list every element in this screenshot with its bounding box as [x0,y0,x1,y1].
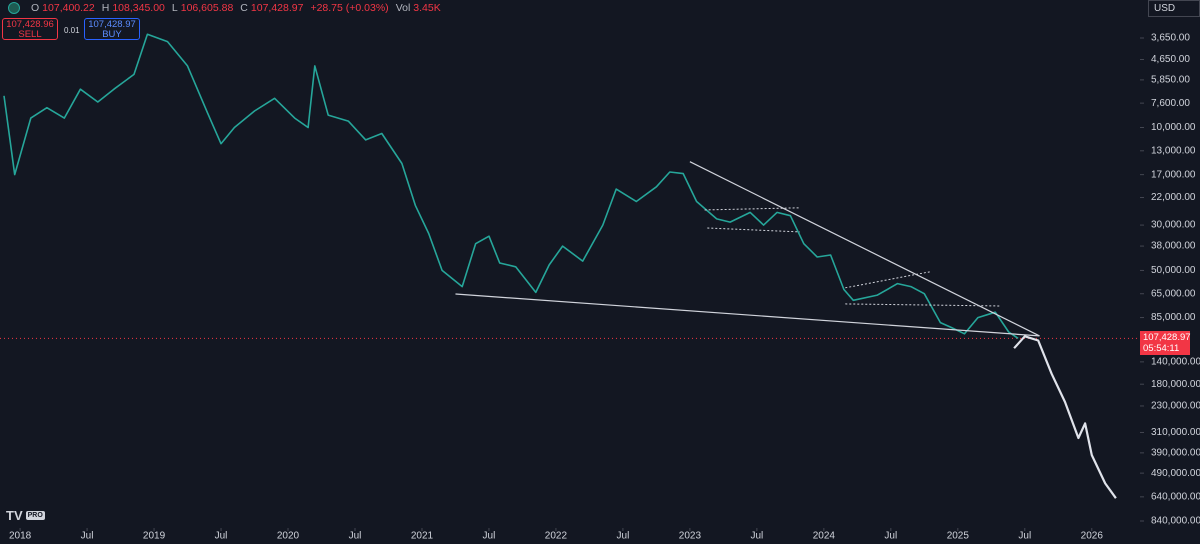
last-price: 107,428.97 [1143,332,1191,343]
trendline [845,271,930,289]
x-tick-label: 2021 [411,531,434,542]
volume-label: Vol [395,2,411,14]
x-tick-label: Jul [617,531,630,542]
x-tick-label: Jul [483,531,496,542]
y-tick-label: 7,600.00 [1151,98,1190,109]
x-tick-label: 2026 [1081,531,1104,542]
trendline [689,161,1040,337]
y-tick-label: 180,000.00 [1151,379,1200,390]
y-tick-label: 85,000.00 [1151,312,1196,323]
y-tick-label: 3,650.00 [1151,33,1190,44]
y-tick-label: 310,000.00 [1151,427,1200,438]
x-tick-label: Jul [750,531,763,542]
y-tick-label: 4,650.00 [1151,54,1190,65]
y-tick-label: 13,000.00 [1151,145,1196,156]
change: +28.75 (+0.03%) [310,2,389,14]
ohlc-label: L [171,2,178,14]
sell-price: 107,428.96 [6,19,54,30]
y-tick-label: 22,000.00 [1151,192,1196,203]
y-tick-label: 17,000.00 [1151,169,1196,180]
x-tick-label: Jul [884,531,897,542]
symbol-icon [8,2,20,14]
price-axis-panel [1140,0,1200,544]
y-tick-label: 840,000.00 [1151,516,1200,527]
buy-label: BUY [102,29,122,40]
plot-area [0,33,1140,499]
y-tick-label: 490,000.00 [1151,468,1200,479]
logo-mark: TV [6,508,23,523]
trendline [455,293,1040,337]
x-tick-label: Jul [81,531,94,542]
logo-badge: PRO [25,511,45,520]
x-tick-label: 2024 [813,531,836,542]
sell-button[interactable]: 107,428.96 SELL [2,18,58,40]
y-tick-label: 390,000.00 [1151,448,1200,459]
x-tick-label: Jul [1018,531,1031,542]
ohlc-value: 106,605.88 [180,2,234,14]
ohlc-label: H [101,2,110,14]
x-tick-label: 2018 [9,531,32,542]
countdown: 05:54:11 [1143,343,1180,354]
buy-price: 107,428.97 [88,19,136,30]
buy-button[interactable]: 107,428.97 BUY [84,18,140,40]
price-tag: 107,428.97 05:54:11 [1140,331,1191,355]
x-tick-label: 2022 [545,531,568,542]
ohlc-value: 108,345.00 [112,2,165,14]
ohlc-label: C [240,2,248,14]
trendline [845,303,1000,307]
y-tick-label: 5,850.00 [1151,75,1190,86]
y-tick-label: 38,000.00 [1151,241,1196,252]
x-tick-label: 2019 [143,531,166,542]
y-tick-label: 30,000.00 [1151,220,1196,231]
x-tick-label: Jul [215,531,228,542]
y-tick-label: 50,000.00 [1151,265,1196,276]
logo[interactable]: TV PRO [6,508,45,523]
volume: 3.45K [413,2,441,14]
price-series [1013,335,1117,499]
spread: 0.01 [64,26,80,35]
ohlc-label: O [31,2,40,14]
sell-label: SELL [18,29,42,40]
y-tick-label: 10,000.00 [1151,122,1196,133]
y-tick-label: 640,000.00 [1151,491,1200,502]
x-tick-label: 2020 [277,531,300,542]
trendline [707,227,800,233]
price-series [3,33,1019,340]
ohlc-value: 107,428.97 [250,2,304,14]
x-tick-label: 2025 [947,531,970,542]
x-tick-label: 2023 [679,531,702,542]
x-tick-label: Jul [349,531,362,542]
y-tick-label: 65,000.00 [1151,288,1196,299]
y-tick-label: 230,000.00 [1151,401,1200,412]
currency-select[interactable]: USD [1148,0,1200,17]
y-tick-label: 140,000.00 [1151,357,1200,368]
ohlc-legend: O 107,400.22 H 108,345.00 L 106,605.88 C 107… [8,2,445,14]
ohlc-value: 107,400.22 [42,2,95,14]
